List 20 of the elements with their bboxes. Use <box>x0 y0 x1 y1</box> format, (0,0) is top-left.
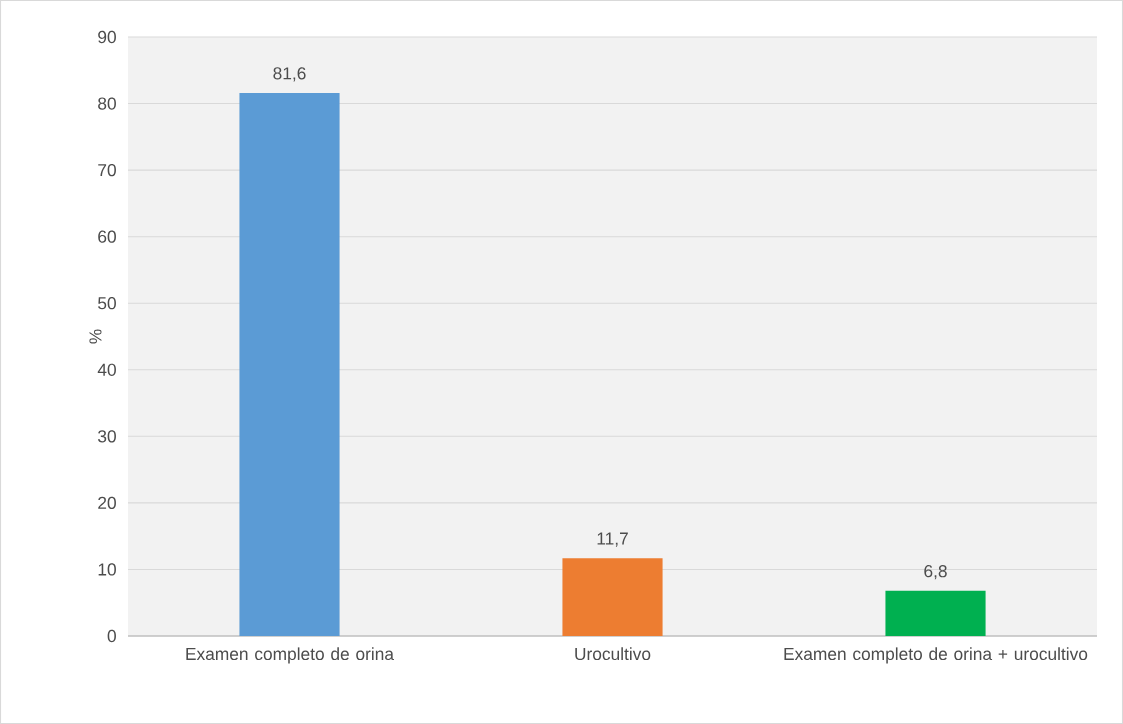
y-tick-label: 30 <box>98 430 116 443</box>
y-tick-label: 0 <box>107 629 116 643</box>
y-axis-title: % <box>89 329 102 344</box>
y-tick-label: 90 <box>98 30 116 44</box>
data-label: 6,8 <box>924 565 947 580</box>
data-label: 81,6 <box>273 67 306 82</box>
bar <box>885 590 986 636</box>
data-label: 11,7 <box>597 532 628 547</box>
y-tick-label: 50 <box>98 297 116 310</box>
x-tick-label: Examen completo de orina + urocultivo <box>784 647 1088 664</box>
bar <box>239 92 340 636</box>
x-tick-label: Urocultivo <box>575 647 651 661</box>
y-tick-label: 60 <box>98 230 116 243</box>
bar <box>562 558 663 636</box>
y-tick-label: 80 <box>98 97 116 110</box>
y-tick-label: 70 <box>98 163 116 177</box>
y-tick-label: 10 <box>98 563 116 576</box>
x-tick-label: Examen completo de orina <box>186 647 394 664</box>
y-tick-label: 40 <box>97 363 116 376</box>
y-tick-label: 20 <box>98 496 116 510</box>
